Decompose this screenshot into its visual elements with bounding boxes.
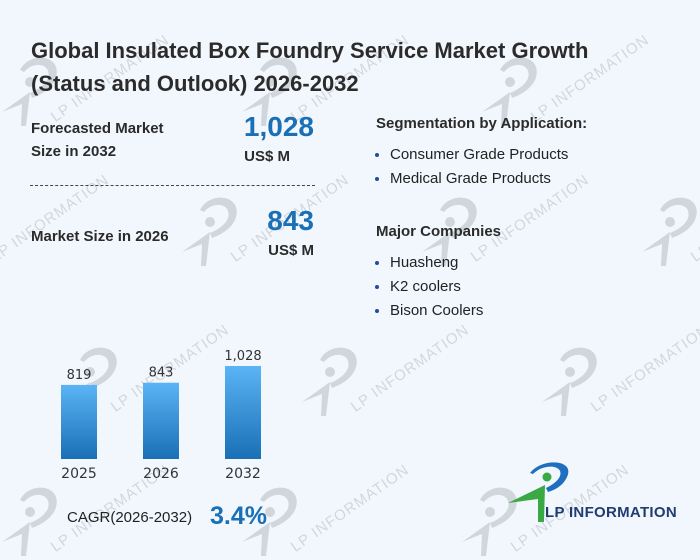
watermark-logo-icon	[542, 347, 597, 416]
watermark-logo-icon	[182, 197, 237, 266]
companies-list: Huasheng K2 coolers Bison Coolers	[375, 251, 483, 323]
current-value: 843	[267, 205, 314, 236]
bullet-icon	[375, 153, 379, 157]
bar-2026	[143, 382, 179, 459]
segmentation-item-label: Consumer Grade Products	[390, 146, 569, 163]
bar-chart: 819 2025 843 2026 1,028 2032	[61, 349, 262, 482]
logo-text: LP INFORMATION	[545, 504, 677, 521]
company-item-label: Huasheng	[390, 254, 459, 271]
forecast-value: 1,028	[243, 111, 314, 142]
cagr-label: CAGR(2026-2032)	[67, 509, 193, 526]
bar-2032	[225, 366, 261, 459]
bullet-icon	[375, 285, 379, 289]
companies-heading: Major Companies	[376, 223, 502, 240]
data-label-2025: 819	[67, 368, 92, 383]
company-item-label: K2 coolers	[390, 278, 461, 295]
bullet-icon	[375, 309, 379, 313]
dashed-divider	[30, 185, 315, 186]
x-tick-label-2026: 2026	[143, 466, 179, 482]
segmentation-heading: Segmentation by Application:	[376, 115, 588, 132]
x-tick-label-2032: 2032	[225, 466, 261, 482]
data-label-2032: 1,028	[224, 349, 261, 364]
watermark-text: LP INFORMATION	[587, 321, 700, 416]
watermark-logo-icon	[642, 197, 697, 266]
bar-2025	[61, 384, 97, 459]
company-item: K2 coolers	[375, 275, 483, 299]
title-line-2: (Status and Outlook) 2026-2032	[31, 71, 359, 96]
bars-group: 819 2025 843 2026 1,028 2032	[61, 349, 262, 482]
segmentation-item: Consumer Grade Products	[375, 143, 568, 167]
title-line-1: Global Insulated Box Foundry Service Mar…	[31, 38, 589, 63]
watermark-logo-icon	[2, 487, 57, 556]
company-item-label: Bison Coolers	[390, 302, 484, 319]
watermark-logo-icon	[0, 190, 10, 270]
current-unit: US$ M	[268, 242, 314, 259]
current-label: Market Size in 2026	[31, 228, 169, 245]
forecast-unit: US$ M	[244, 148, 290, 165]
forecast-label-line-2: Size in 2032	[31, 143, 117, 160]
company-item: Bison Coolers	[375, 299, 483, 323]
x-tick-label-2025: 2025	[61, 466, 97, 482]
watermark-text: LP INFORMATION	[687, 171, 700, 266]
segmentation-list: Consumer Grade Products Medical Grade Pr…	[375, 143, 568, 191]
forecast-label: Forecasted Market Size in 2032	[31, 117, 164, 163]
company-item: Huasheng	[375, 251, 483, 275]
lp-information-logo-icon	[508, 462, 569, 522]
bullet-icon	[375, 177, 379, 181]
data-label-2026: 843	[149, 366, 174, 381]
watermark-text: LP INFORMATION	[347, 321, 473, 416]
bullet-icon	[375, 261, 379, 265]
forecast-label-line-1: Forecasted Market	[31, 120, 164, 137]
segmentation-item-label: Medical Grade Products	[390, 170, 551, 187]
page-title: Global Insulated Box Foundry Service Mar…	[31, 34, 681, 100]
segmentation-item: Medical Grade Products	[375, 167, 568, 191]
cagr-value: 3.4%	[210, 502, 267, 530]
